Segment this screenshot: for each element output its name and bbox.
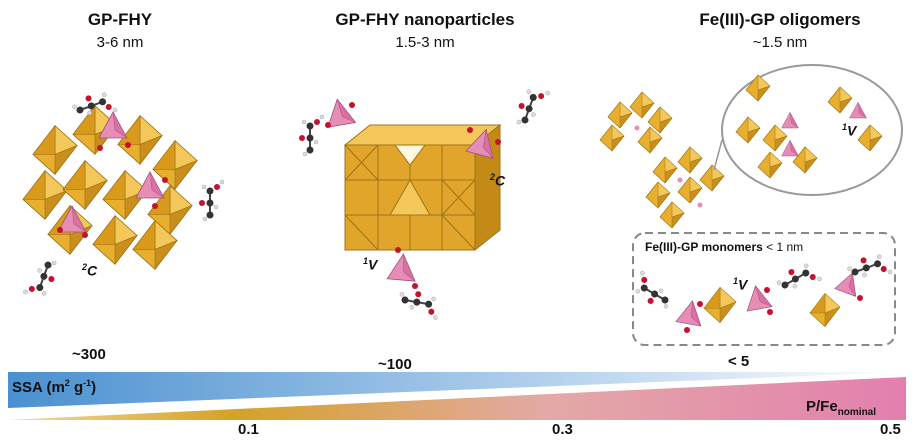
pfe-axis-label: P/Fenominal <box>806 398 877 418</box>
monomers-size: < 1 nm <box>766 240 804 254</box>
axis-tick-0-3: 0.3 <box>552 421 573 438</box>
monomers-box <box>632 232 896 346</box>
gp-fhy-cluster <box>21 86 225 303</box>
section-size-gp-fhy: 3-6 nm <box>96 34 144 51</box>
section-title-oligomers: Fe(III)-GP oligomers <box>699 10 861 29</box>
section-size-oligomers: ~1.5 nm <box>752 34 808 51</box>
ssa-value-5: < 5 <box>728 353 750 370</box>
section-title-gp-fhy: GP-FHY <box>87 10 153 29</box>
label-2c-left: 2C <box>82 262 98 279</box>
axis-tick-0-1: 0.1 <box>238 421 259 438</box>
section-title-nanoparticles: GP-FHY nanoparticles <box>335 10 515 29</box>
oligomer-zoom-circle <box>721 64 903 196</box>
fe-gp-oligomer-cluster <box>599 91 725 229</box>
ssa-gradient-bar <box>8 372 906 408</box>
oligomer-zoom-detail <box>735 74 883 179</box>
section-size-nanoparticles: 1.5-3 nm <box>395 34 455 51</box>
ssa-value-100: ~100 <box>378 356 412 373</box>
monomers-caption: Fe(III)-GP monomers < 1 nm <box>645 240 803 254</box>
monomers-title: Fe(III)-GP monomers <box>645 240 763 254</box>
pfe-gradient-bar <box>8 377 906 420</box>
ssa-axis-label: SSA (m2 g-1) <box>12 378 97 396</box>
axis-tick-0-5: 0.5 <box>880 421 901 438</box>
label-2c-mid: 2C <box>490 172 506 189</box>
label-1v-oligomer: 1V <box>842 122 857 139</box>
ssa-value-300: ~300 <box>72 346 106 363</box>
label-1v-mid: 1V <box>363 256 378 273</box>
label-1v-monomer: 1V <box>733 276 748 293</box>
gp-fhy-nanoparticle-cluster <box>298 82 552 321</box>
monomers-detail <box>628 248 894 333</box>
